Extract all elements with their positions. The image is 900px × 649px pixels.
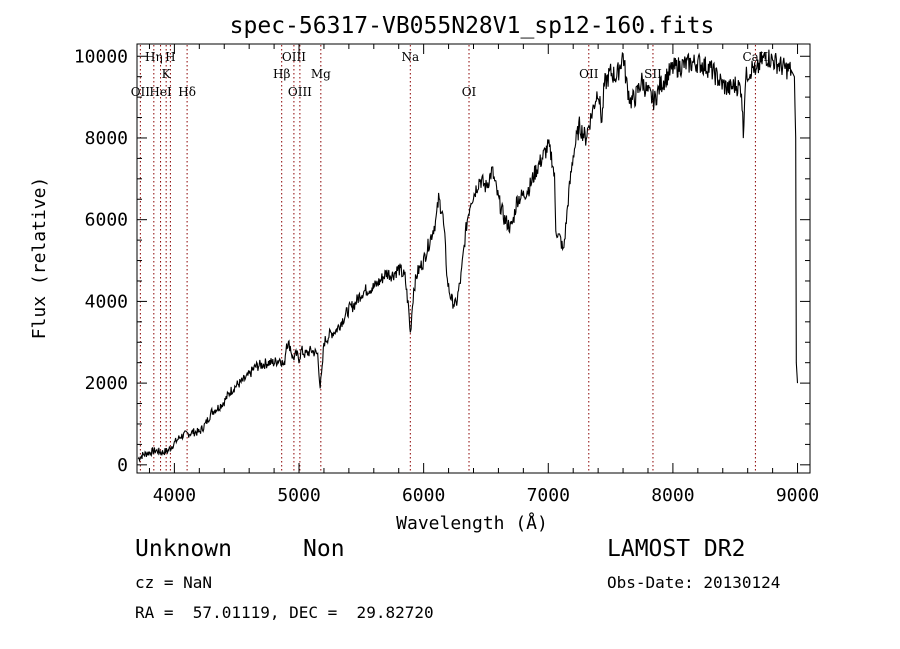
line-marker-label: OIII (288, 85, 312, 99)
survey-name: LAMOST DR2 (607, 536, 746, 562)
line-marker-label: OII (131, 85, 151, 99)
y-tick-label: 4000 (85, 291, 128, 312)
y-tick-label: 6000 (85, 210, 128, 231)
y-axis-label: Flux (relative) (29, 177, 50, 340)
x-tick-label: 6000 (402, 485, 445, 506)
obs-date: Obs-Date: 20130124 (607, 573, 781, 592)
spectrum-line (137, 49, 799, 463)
y-tick-label: 2000 (85, 373, 128, 394)
chart-title: spec-56317-VB055N28V1_sp12-160.fits (230, 13, 715, 39)
line-marker-label: Na (401, 50, 419, 64)
line-marker-label: H (165, 50, 175, 64)
line-marker-label: Mg (311, 67, 331, 81)
x-tick-label: 5000 (277, 485, 320, 506)
line-marker-label: Hβ (273, 67, 290, 81)
x-tick-label: 8000 (651, 485, 694, 506)
line-marker-label: OII (579, 67, 599, 81)
line-marker-label: SII (644, 67, 662, 81)
y-axis: 0 2000 4000 6000 8000 10000 (74, 46, 810, 476)
coordinates: RA = 57.01119, DEC = 29.82720 (135, 603, 434, 622)
line-marker-label: Hη (145, 50, 163, 64)
spectrum-chart: spec-56317-VB055N28V1_sp12-160.fits Hη HK… (29, 13, 819, 534)
line-marker-label: OIII (282, 50, 306, 64)
line-marker-label: K (162, 67, 172, 81)
line-marker-label: OI (462, 85, 477, 99)
redshift-value: cz = NaN (135, 573, 213, 592)
y-tick-label: 0 (117, 455, 128, 476)
x-tick-label: 9000 (776, 485, 819, 506)
plot-frame (136, 43, 811, 474)
line-marker-label: HeI (149, 85, 172, 99)
x-axis: 4000 5000 6000 7000 8000 9000 (148, 44, 819, 506)
object-subclass: Non (303, 536, 345, 562)
object-class: Unknown (135, 536, 232, 562)
x-tick-label: 4000 (153, 485, 196, 506)
x-tick-label: 7000 (527, 485, 570, 506)
y-tick-label: 8000 (85, 128, 128, 149)
x-axis-label: Wavelength (Å) (396, 512, 548, 534)
line-marker-label: Hδ (178, 85, 196, 99)
y-tick-label: 10000 (74, 46, 128, 67)
